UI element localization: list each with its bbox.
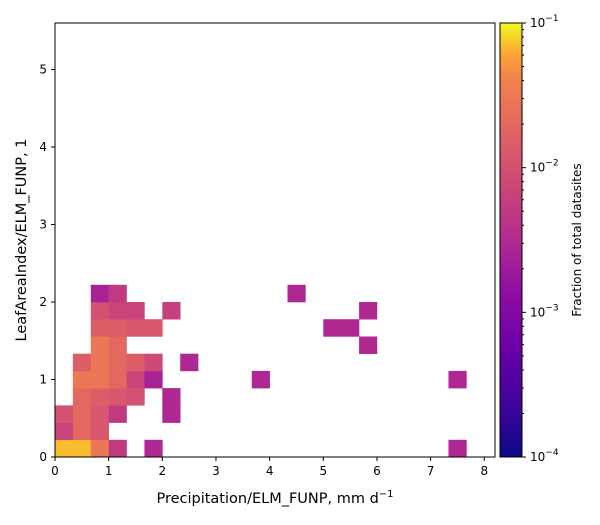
heatmap-cell xyxy=(72,370,92,389)
heatmap-cell xyxy=(162,405,181,423)
x-tick-label: 0 xyxy=(51,464,59,478)
colorbar-ticks: 10−1 10−2 10−3 10−4 xyxy=(522,14,559,464)
heatmap-cell xyxy=(144,319,163,337)
heatmap-cell xyxy=(108,302,127,320)
x-tick-label: 6 xyxy=(373,464,381,478)
heatmap-cell xyxy=(90,302,109,320)
heatmap-cell xyxy=(359,302,378,320)
heatmap-cell xyxy=(90,319,109,337)
heatmap-cell xyxy=(72,388,92,406)
heatmap-cell xyxy=(162,388,181,406)
heatmap-cell xyxy=(90,284,109,303)
heatmap-cell xyxy=(90,336,109,354)
x-axis-ticks: 0 1 2 3 4 5 6 7 8 xyxy=(51,457,488,478)
x-tick-label: 7 xyxy=(427,464,435,478)
heatmap-cell xyxy=(72,353,92,372)
x-axis-label-exponent: −1 xyxy=(379,489,394,500)
heatmap-cell xyxy=(108,336,127,354)
x-tick-label: 2 xyxy=(158,464,166,478)
heatmap-cell xyxy=(126,353,145,372)
colorbar-frame xyxy=(499,22,523,458)
heatmap-cell xyxy=(55,405,74,423)
x-tick-label: 4 xyxy=(266,464,274,478)
heatmap-cell xyxy=(90,353,109,372)
x-tick-label: 5 xyxy=(319,464,327,478)
heatmap-cell xyxy=(126,388,145,406)
heatmap-cell xyxy=(72,439,92,458)
heatmap-cell xyxy=(108,405,127,423)
y-tick-label: 4 xyxy=(39,140,47,154)
heatmap-cell xyxy=(90,439,109,458)
y-axis-label: LeafAreaIndex/ELM_FUNP, 1 xyxy=(14,139,30,342)
heatmap-cell xyxy=(359,336,378,354)
heatmap-cell xyxy=(72,405,92,423)
heatmap-cell xyxy=(90,370,109,389)
colorbar: 10−1 10−2 10−3 10−4 Fraction of total datas… xyxy=(499,14,584,464)
heatmap-cell xyxy=(55,439,74,458)
y-tick-label: 3 xyxy=(39,218,47,232)
heatmap-cell xyxy=(323,319,342,337)
colorbar-gradient xyxy=(500,23,522,457)
x-tick-label: 3 xyxy=(212,464,220,478)
y-axis-ticks: 0 1 2 3 4 5 xyxy=(39,63,55,464)
heatmap-cell xyxy=(126,302,145,320)
x-tick-label: 1 xyxy=(105,464,113,478)
heatmap-cell xyxy=(108,388,127,406)
y-tick-label: 5 xyxy=(39,63,47,77)
y-tick-label: 1 xyxy=(39,373,47,387)
heatmap-cell xyxy=(287,284,306,303)
heatmap-cell xyxy=(144,439,163,458)
colorbar-tick-label: 10−4 xyxy=(530,448,559,464)
heatmap-cells xyxy=(55,284,467,458)
heatmap-cell xyxy=(108,353,127,372)
heatmap-cell xyxy=(448,439,467,458)
y-tick-label: 0 xyxy=(39,450,47,464)
heatmap-cell xyxy=(55,422,74,441)
heatmap-cell xyxy=(72,422,92,441)
x-tick-label: 8 xyxy=(480,464,488,478)
colorbar-label: Fraction of total datasites xyxy=(570,163,584,316)
heatmap-cell xyxy=(108,319,127,337)
x-axis-label: Precipitation/ELM_FUNP, mm d−1 xyxy=(156,489,393,507)
heatmap-cell xyxy=(90,388,109,406)
heatmap-cell xyxy=(108,439,127,458)
heatmap-cell xyxy=(341,319,360,337)
heatmap-cell xyxy=(251,370,270,389)
plot-frame xyxy=(54,22,496,458)
y-tick-label: 2 xyxy=(39,295,47,309)
heatmap-cell xyxy=(126,370,145,389)
colorbar-tick-label: 10−1 xyxy=(530,14,559,30)
heatmap-cell xyxy=(108,370,127,389)
heatmap-cell xyxy=(90,422,109,441)
heatmap-cell xyxy=(144,370,163,389)
heatmap-cell xyxy=(162,302,181,320)
plot-area: 0 1 2 3 4 5 6 7 8 0 1 2 3 4 5 xyxy=(39,22,496,478)
heatmap-cell xyxy=(144,353,163,372)
colorbar-tick-label: 10−2 xyxy=(530,159,559,175)
heatmap-cell xyxy=(108,284,127,303)
heatmap-cell xyxy=(448,370,467,389)
heatmap-cell xyxy=(90,405,109,423)
heatmap-cell xyxy=(126,319,145,337)
colorbar-tick-label: 10−3 xyxy=(530,303,559,319)
heatmap-cell xyxy=(180,353,199,372)
